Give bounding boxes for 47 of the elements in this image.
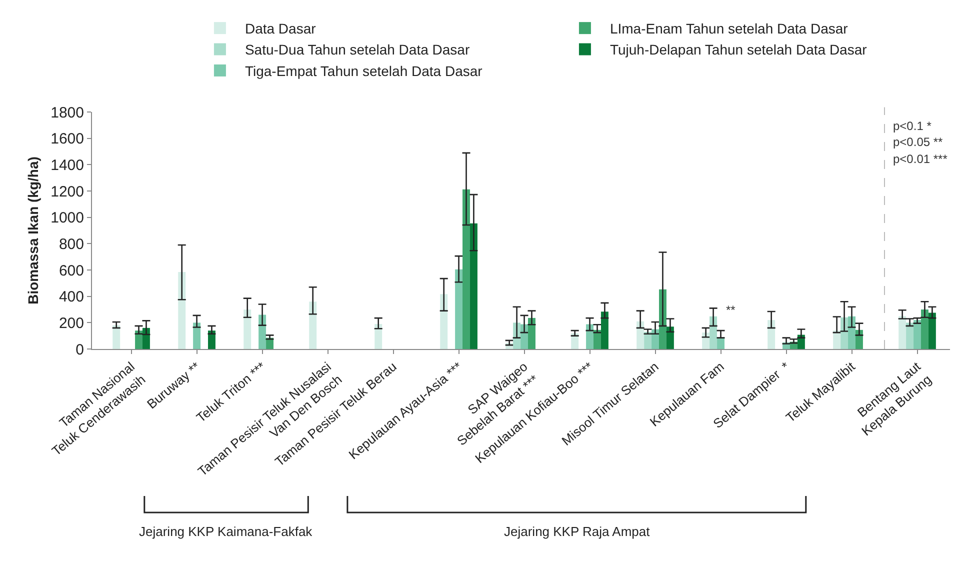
legend-label: Tujuh-Delapan Tahun setelah Data Dasar xyxy=(610,42,868,58)
annotation: p<0.05 ** xyxy=(893,135,944,149)
legend-label: Tiga-Empat Tahun setelah Data Dasar xyxy=(244,62,483,79)
legend-label: LIma-Enam Tahun setelah Data Dasar xyxy=(610,20,848,37)
bar xyxy=(193,322,201,349)
bar xyxy=(244,310,252,349)
y-tick-label: 1800 xyxy=(50,104,84,122)
bar xyxy=(898,316,906,349)
bar xyxy=(594,330,601,349)
annotation: p<0.01 *** xyxy=(893,152,948,166)
bar xyxy=(833,330,841,349)
y-tick-label: 400 xyxy=(58,288,84,306)
y-tick-label: 1400 xyxy=(50,156,84,174)
bar xyxy=(528,318,536,349)
annotation: ** xyxy=(726,303,736,317)
legend-label: Satu-Dua Tahun setelah Data Dasar xyxy=(244,42,470,58)
bar xyxy=(178,272,186,349)
bar xyxy=(309,302,317,349)
bar xyxy=(374,324,382,349)
y-tick-label: 1200 xyxy=(50,183,84,200)
bar xyxy=(462,189,470,349)
bar xyxy=(600,312,608,349)
bar xyxy=(768,320,776,349)
y-tick-label: 1000 xyxy=(50,210,84,227)
bar xyxy=(928,312,936,349)
bar xyxy=(455,269,463,349)
bar xyxy=(914,320,921,349)
y-tick-label: 200 xyxy=(58,314,84,332)
bar xyxy=(920,310,928,349)
bar xyxy=(586,324,594,349)
text: Jejaring KKP Raja Ampat xyxy=(504,524,650,539)
text: Jejaring KKP Kaimana-Fakfak xyxy=(139,524,313,539)
bar xyxy=(470,223,478,349)
y-tick-label: 0 xyxy=(76,341,84,358)
bar xyxy=(142,328,150,349)
y-tick-label: 800 xyxy=(58,236,84,253)
legend-label: Data Dasar xyxy=(244,20,316,37)
bar xyxy=(440,294,448,349)
bar xyxy=(636,321,644,349)
y-tick-label: 1600 xyxy=(50,130,84,148)
bar xyxy=(906,322,914,349)
y-tick-label: 600 xyxy=(58,262,84,280)
bar xyxy=(112,325,120,349)
y-axis-title: Biomassa Ikan (kg/ha) xyxy=(25,156,42,304)
annotation: p<0.1 * xyxy=(893,119,932,133)
bar xyxy=(644,332,652,349)
bar xyxy=(710,316,718,349)
